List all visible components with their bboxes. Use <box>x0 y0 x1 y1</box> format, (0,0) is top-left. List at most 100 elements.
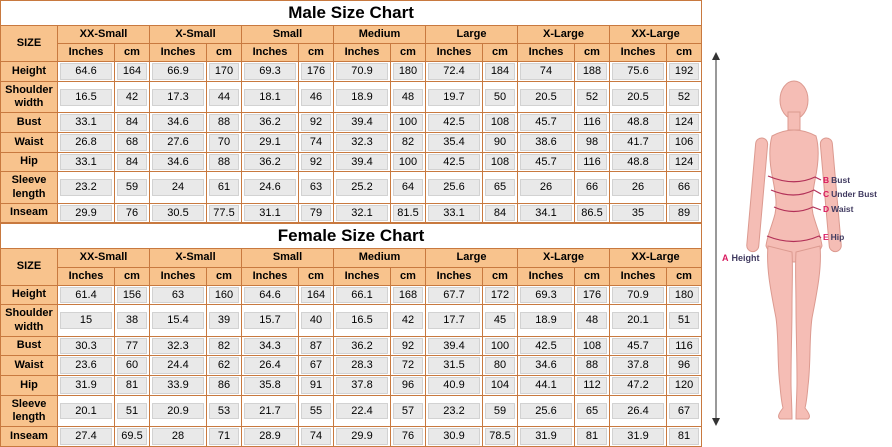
measurement-value: 21.7 <box>244 402 296 420</box>
measurement-value-cell: 74 <box>298 132 334 153</box>
title-row: Female Size Chart <box>0 223 703 250</box>
height-arrow-top <box>712 52 720 60</box>
measurement-value-cell: 39.4 <box>333 112 391 134</box>
measurement-value: 172 <box>485 286 515 304</box>
waist-line <box>773 206 822 213</box>
measurement-value: 32.1 <box>336 204 388 222</box>
measurement-value: 44.1 <box>520 377 572 394</box>
measurement-value-cell: 17.7 <box>425 304 483 337</box>
measurement-value: 36.2 <box>244 153 296 171</box>
size-name-header: X-Small <box>149 248 242 268</box>
measurement-value: 57 <box>393 402 423 420</box>
cm-unit-header: cm <box>114 266 150 286</box>
measurement-value: 53 <box>209 402 239 420</box>
size-name-header: Medium <box>333 248 426 268</box>
measurement-value-cell: 18.1 <box>241 81 299 114</box>
measurement-value: 20.1 <box>60 402 112 420</box>
inches-unit-header: Inches <box>609 266 667 286</box>
measurement-value: 59 <box>485 402 515 420</box>
measurement-value: 45 <box>485 312 515 329</box>
measurement-value: 96 <box>393 377 423 394</box>
measurement-value: 112 <box>577 377 607 394</box>
measurement-value-cell: 64.6 <box>241 284 299 306</box>
measurement-value-cell: 98 <box>574 132 610 153</box>
measurement-value: 31.9 <box>612 428 664 445</box>
measurement-value: 84 <box>117 153 147 171</box>
measurement-value-cell: 116 <box>665 335 703 357</box>
measurement-value-cell: 30.3 <box>57 335 115 357</box>
measurement-value: 29.9 <box>60 204 112 222</box>
measurement-value-cell: 45 <box>482 304 518 337</box>
measurement-value: 86.5 <box>577 204 607 222</box>
measurement-row-label: Sleeve length <box>0 171 58 204</box>
cm-unit-header: cm <box>114 43 150 63</box>
measurement-value-cell: 34.1 <box>517 202 575 224</box>
measurement-value-cell: 30.5 <box>149 202 207 224</box>
hip-line <box>766 235 822 243</box>
measurement-value-cell: 96 <box>390 375 426 396</box>
measurement-value-cell: 25.6 <box>517 394 575 428</box>
measurement-value: 63 <box>152 286 204 304</box>
measurement-value: 88 <box>209 114 239 132</box>
measurement-value: 16.5 <box>60 88 112 106</box>
measurement-value: 39.4 <box>336 153 388 171</box>
measurement-value-cell: 15 <box>57 304 115 337</box>
measurement-value-cell: 74 <box>517 61 575 83</box>
measurement-value: 20.9 <box>152 402 204 420</box>
measurement-value-cell: 64.6 <box>57 61 115 83</box>
measurement-value: 92 <box>301 114 331 132</box>
measurement-value: 64.6 <box>244 286 296 304</box>
measurement-value-cell: 92 <box>298 151 334 173</box>
measurement-value: 180 <box>669 286 700 304</box>
measurement-row: Height 61.4 156 63 160 64.6 164 66.1 168 67.7 172 6… <box>0 284 703 306</box>
measurement-value-cell: 44.1 <box>517 375 575 396</box>
measurement-value: 50 <box>485 88 515 106</box>
female-size-chart-table: Female Size Chart SIZE XX-Small X-Small Smal… <box>0 223 703 447</box>
measurement-value: 51 <box>117 402 147 420</box>
size-name-header: X-Large <box>517 248 610 268</box>
measurement-value: 20.1 <box>612 312 664 329</box>
measurement-value-cell: 66 <box>574 171 610 204</box>
measurement-value: 61 <box>209 179 239 196</box>
measurement-value: 98 <box>577 134 607 151</box>
measurement-value-cell: 24.4 <box>149 355 207 376</box>
measurement-value-cell: 16.5 <box>57 81 115 114</box>
measurement-value: 42.5 <box>520 337 572 355</box>
measurement-value-cell: 38.6 <box>517 132 575 153</box>
measurement-value-cell: 51 <box>114 394 150 428</box>
measurement-value: 18.9 <box>336 88 388 106</box>
measurement-value: 116 <box>669 337 700 355</box>
measurement-value: 87 <box>301 337 331 355</box>
measurement-row: Waist 26.8 68 27.6 70 29.1 74 32.3 82 35.4 90 38.6 9… <box>0 132 703 153</box>
cm-unit-header: cm <box>206 266 242 286</box>
size-name-header: XX-Small <box>57 248 150 268</box>
measurement-value-cell: 64 <box>390 171 426 204</box>
measurement-value-cell: 70 <box>206 132 242 153</box>
measurement-value: 36.2 <box>244 114 296 132</box>
measurement-value-cell: 76 <box>114 202 150 224</box>
measurement-value-cell: 106 <box>665 132 703 153</box>
measurement-value: 86 <box>209 377 239 394</box>
measurement-value: 38 <box>117 312 147 329</box>
measurement-value-cell: 32.3 <box>333 132 391 153</box>
measurement-value: 79 <box>301 204 331 222</box>
measurement-value-cell: 50 <box>482 81 518 114</box>
measurement-value-cell: 46 <box>298 81 334 114</box>
measurement-value: 81.5 <box>393 204 423 222</box>
measurement-lines <box>766 175 822 243</box>
measurement-value: 156 <box>117 286 147 304</box>
measurement-row: Hip 33.1 84 34.6 88 36.2 92 39.4 100 42.5 108 45.7 1… <box>0 151 703 173</box>
measurement-row: Hip 31.9 81 33.9 86 35.8 91 37.8 96 40.9 104 44.1 11… <box>0 375 703 396</box>
title-row: Male Size Chart <box>0 0 703 26</box>
measurement-value-cell: 48 <box>390 81 426 114</box>
measurement-value: 74 <box>520 63 572 81</box>
measurement-value-cell: 78.5 <box>482 426 518 447</box>
measurement-value: 192 <box>669 63 700 81</box>
measurement-value-cell: 32.3 <box>149 335 207 357</box>
inches-unit-header: Inches <box>57 266 115 286</box>
cm-unit-header: cm <box>482 43 518 63</box>
measurement-value: 71 <box>209 428 239 445</box>
inches-unit-header: Inches <box>517 266 575 286</box>
measurement-row-label: Inseam <box>0 426 58 447</box>
measurement-value: 92 <box>393 337 423 355</box>
